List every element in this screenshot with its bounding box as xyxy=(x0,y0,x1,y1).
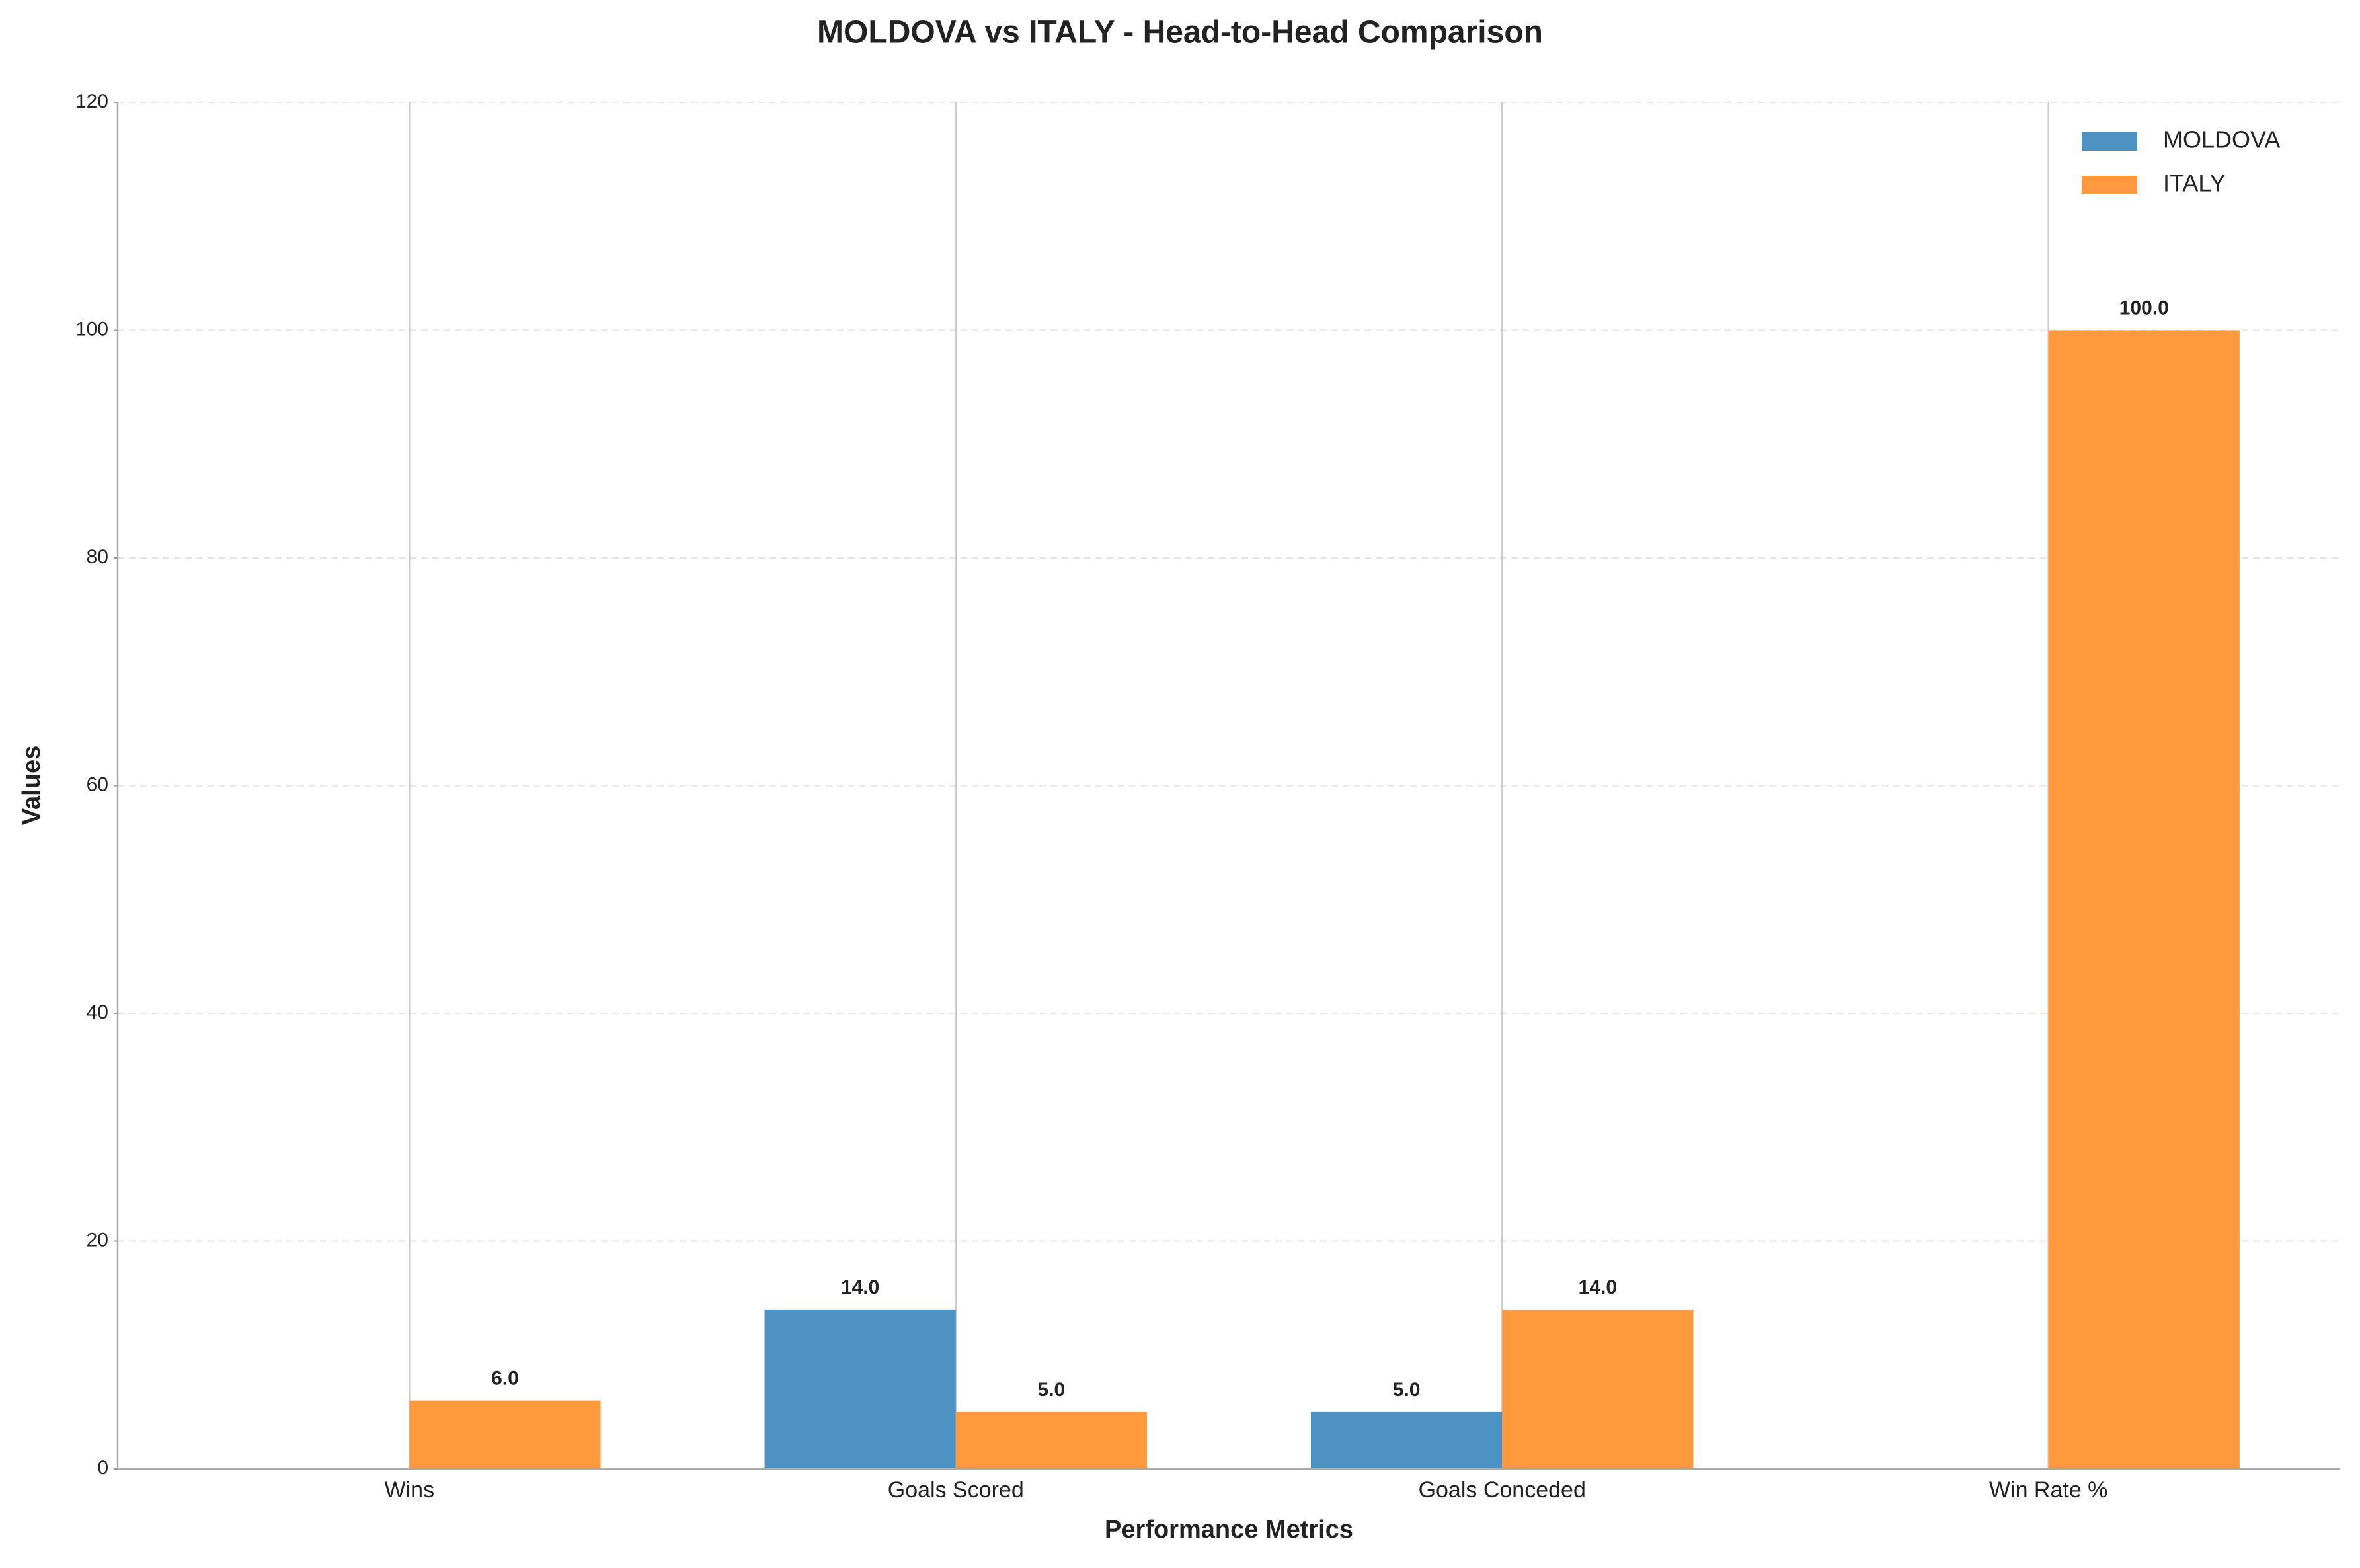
value-label: 14.0 xyxy=(1579,1276,1617,1298)
bar xyxy=(409,1400,601,1469)
value-label: 5.0 xyxy=(1393,1379,1421,1401)
value-label: 14.0 xyxy=(841,1276,879,1298)
bar xyxy=(764,1309,956,1469)
y-tick-label: 40 xyxy=(87,1001,108,1023)
chart-title: MOLDOVA vs ITALY - Head-to-Head Comparis… xyxy=(817,15,1543,50)
x-axis-label: Performance Metrics xyxy=(1105,1516,1353,1544)
bar xyxy=(1310,1411,1503,1469)
legend-label: ITALY xyxy=(2163,170,2226,197)
bar xyxy=(955,1411,1148,1469)
value-label: 5.0 xyxy=(1038,1379,1066,1401)
y-tick-label: 100 xyxy=(75,318,108,340)
x-tick-label: Wins xyxy=(385,1477,435,1503)
y-tick-label: 80 xyxy=(87,546,108,568)
y-tick-label: 60 xyxy=(87,773,108,795)
x-tick-label: Goals Conceded xyxy=(1419,1477,1586,1503)
bar xyxy=(2048,330,2240,1469)
y-tick-label: 0 xyxy=(97,1457,108,1479)
y-tick-label: 120 xyxy=(75,91,108,112)
x-tick-label: Win Rate % xyxy=(1989,1477,2108,1503)
y-tick-label: 20 xyxy=(87,1229,108,1251)
x-tick-label: Goals Scored xyxy=(888,1477,1024,1503)
bar xyxy=(1502,1309,1694,1469)
value-label: 6.0 xyxy=(491,1368,519,1390)
y-axis-label: Values xyxy=(18,746,46,825)
legend-swatch xyxy=(2082,132,2137,151)
value-label: 100.0 xyxy=(2119,297,2169,319)
legend-label: MOLDOVA xyxy=(2163,126,2280,153)
legend-swatch xyxy=(2082,176,2137,194)
